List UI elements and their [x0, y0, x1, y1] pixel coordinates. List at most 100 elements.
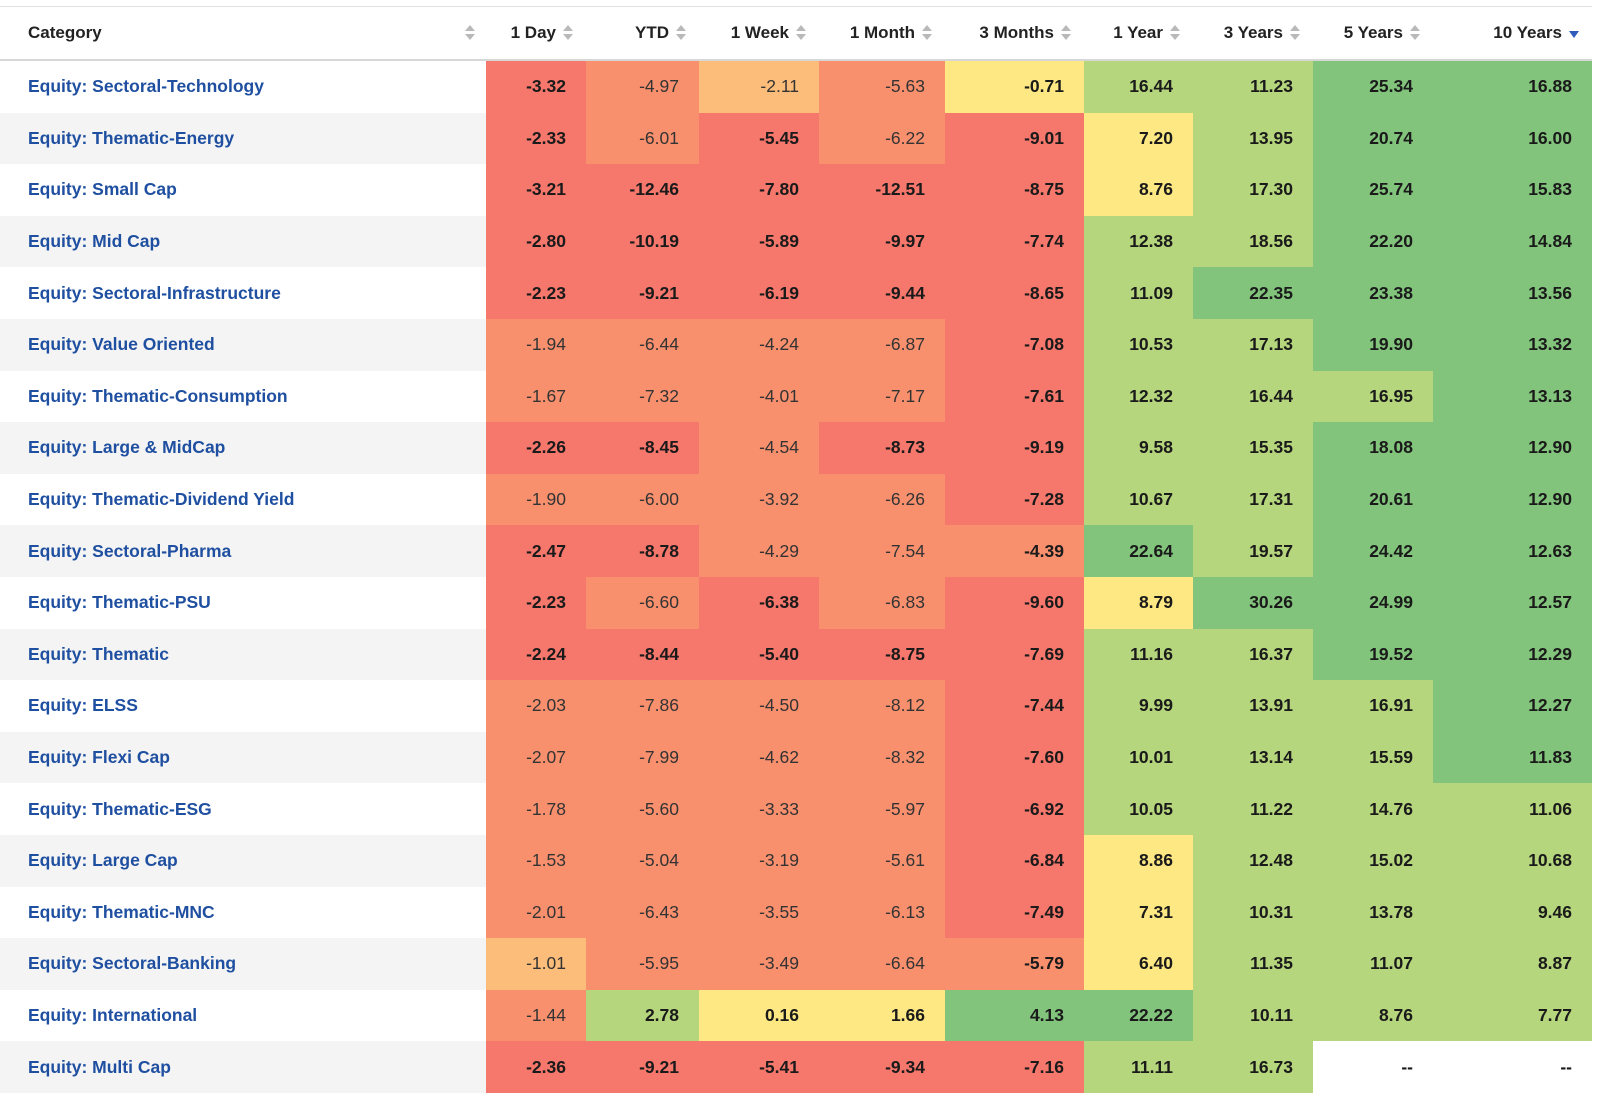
category-link[interactable]: Equity: Thematic-PSU [0, 576, 486, 629]
return-cell-y5: 22.20 [1313, 215, 1433, 268]
return-cell-y10: 13.32 [1433, 318, 1592, 371]
column-header-w1[interactable]: 1 Week [699, 7, 819, 61]
table-row: Equity: Thematic-Consumption -1.67 -7.32 -4… [0, 370, 1592, 423]
return-cell-y1: 8.76 [1084, 164, 1193, 216]
return-cell-y1: 11.16 [1084, 628, 1193, 681]
category-link[interactable]: Equity: Thematic [0, 628, 486, 681]
category-link[interactable]: Equity: Mid Cap [0, 215, 486, 268]
return-cell-m3: -8.75 [945, 164, 1084, 216]
category-link[interactable]: Equity: Thematic-Energy [0, 112, 486, 165]
return-cell-w1: -4.29 [699, 525, 819, 577]
return-cell-w1: -4.62 [699, 731, 819, 784]
table-row: Equity: Multi Cap -2.36 -9.21 -5.41 -9.34 -7.… [0, 1041, 1592, 1093]
return-cell-y3: 15.35 [1193, 422, 1313, 474]
category-link[interactable]: Equity: Thematic-MNC [0, 886, 486, 939]
category-link[interactable]: Equity: ELSS [0, 680, 486, 732]
return-cell-d1: -2.01 [486, 886, 586, 939]
return-cell-ytd: -7.86 [586, 680, 699, 732]
sort-icon[interactable] [921, 24, 933, 42]
column-header-label: Category [28, 23, 102, 42]
return-cell-m3: -7.49 [945, 886, 1084, 939]
category-link[interactable]: Equity: Value Oriented [0, 318, 486, 371]
sort-icon[interactable] [562, 24, 574, 42]
return-cell-y3: 16.44 [1193, 370, 1313, 423]
return-cell-d1: -2.23 [486, 576, 586, 629]
return-cell-y1: 22.22 [1084, 989, 1193, 1042]
sort-icon[interactable] [1289, 24, 1301, 42]
category-link[interactable]: Equity: Sectoral-Banking [0, 938, 486, 990]
column-header-y5[interactable]: 5 Years [1313, 7, 1433, 61]
category-link[interactable]: Equity: Thematic-Dividend Yield [0, 473, 486, 526]
return-cell-y10: 12.57 [1433, 576, 1592, 629]
return-cell-m3: -7.61 [945, 370, 1084, 423]
category-link[interactable]: Equity: Sectoral-Pharma [0, 525, 486, 577]
sort-icon[interactable] [1060, 24, 1072, 42]
sort-icon[interactable] [675, 24, 687, 42]
return-cell-w1: -4.01 [699, 370, 819, 423]
column-header-m1[interactable]: 1 Month [819, 7, 945, 61]
column-header-label: YTD [635, 23, 669, 42]
return-cell-y5: 16.95 [1313, 370, 1433, 423]
return-cell-m1: -8.75 [819, 628, 945, 681]
return-cell-y1: 11.11 [1084, 1041, 1193, 1093]
return-cell-d1: -2.47 [486, 525, 586, 577]
return-cell-y10: 9.46 [1433, 886, 1592, 939]
return-cell-ytd: -12.46 [586, 164, 699, 216]
category-link[interactable]: Equity: Thematic-Consumption [0, 370, 486, 423]
return-cell-w1: -3.55 [699, 886, 819, 939]
return-cell-y1: 9.58 [1084, 422, 1193, 474]
category-link[interactable]: Equity: Multi Cap [0, 1041, 486, 1093]
category-link[interactable]: Equity: Large Cap [0, 834, 486, 887]
return-cell-w1: -4.54 [699, 422, 819, 474]
return-cell-m3: -7.16 [945, 1041, 1084, 1093]
return-cell-y5: 8.76 [1313, 989, 1433, 1042]
return-cell-ytd: -5.60 [586, 783, 699, 835]
sort-icon[interactable] [1169, 24, 1181, 42]
return-cell-m3: -4.39 [945, 525, 1084, 577]
return-cell-y5: 20.74 [1313, 112, 1433, 165]
sort-icon[interactable] [1409, 24, 1421, 42]
table-row: Equity: Flexi Cap -2.07 -7.99 -4.62 -8.32 -7.… [0, 731, 1592, 784]
return-cell-y1: 7.20 [1084, 112, 1193, 165]
return-cell-ytd: -9.21 [586, 267, 699, 319]
category-link[interactable]: Equity: Thematic-ESG [0, 783, 486, 835]
column-header-y3[interactable]: 3 Years [1193, 7, 1313, 61]
return-cell-y1: 9.99 [1084, 680, 1193, 732]
return-cell-d1: -2.36 [486, 1041, 586, 1093]
return-cell-y3: 30.26 [1193, 576, 1313, 629]
return-cell-w1: -2.11 [699, 60, 819, 113]
category-link[interactable]: Equity: International [0, 989, 486, 1042]
column-header-y10[interactable]: 10 Years [1433, 7, 1592, 61]
return-cell-y1: 8.86 [1084, 834, 1193, 887]
column-header-y1[interactable]: 1 Year [1084, 7, 1193, 61]
return-cell-m3: -0.71 [945, 60, 1084, 113]
returns-heatmap-table: Category 1 Day YTD 1 Week 1 Month 3 Months 1 Y… [0, 7, 1592, 1093]
return-cell-m1: -6.13 [819, 886, 945, 939]
return-cell-y10: -- [1433, 1041, 1592, 1093]
category-link[interactable]: Equity: Sectoral-Infrastructure [0, 267, 486, 319]
return-cell-m3: -9.01 [945, 112, 1084, 165]
category-link[interactable]: Equity: Small Cap [0, 164, 486, 216]
sort-descending-icon[interactable] [1568, 24, 1580, 42]
column-header-d1[interactable]: 1 Day [486, 7, 586, 61]
return-cell-d1: -2.26 [486, 422, 586, 474]
table-row: Equity: Thematic-Energy -2.33 -6.01 -5.45 -6… [0, 112, 1592, 165]
category-link[interactable]: Equity: Large & MidCap [0, 422, 486, 474]
column-header-m3[interactable]: 3 Months [945, 7, 1084, 61]
return-cell-y3: 17.13 [1193, 318, 1313, 371]
return-cell-y10: 7.77 [1433, 989, 1592, 1042]
return-cell-w1: -6.19 [699, 267, 819, 319]
column-header-category[interactable]: Category [0, 7, 486, 61]
table-row: Equity: Value Oriented -1.94 -6.44 -4.24 -6.… [0, 318, 1592, 371]
return-cell-y5: 24.42 [1313, 525, 1433, 577]
sort-icon[interactable] [464, 24, 476, 42]
return-cell-m1: -6.22 [819, 112, 945, 165]
category-link[interactable]: Equity: Sectoral-Technology [0, 60, 486, 113]
return-cell-ytd: -10.19 [586, 215, 699, 268]
category-link[interactable]: Equity: Flexi Cap [0, 731, 486, 784]
sort-icon[interactable] [795, 24, 807, 42]
return-cell-w1: -3.19 [699, 834, 819, 887]
column-header-ytd[interactable]: YTD [586, 7, 699, 61]
return-cell-w1: 0.16 [699, 989, 819, 1042]
return-cell-y10: 11.83 [1433, 731, 1592, 784]
